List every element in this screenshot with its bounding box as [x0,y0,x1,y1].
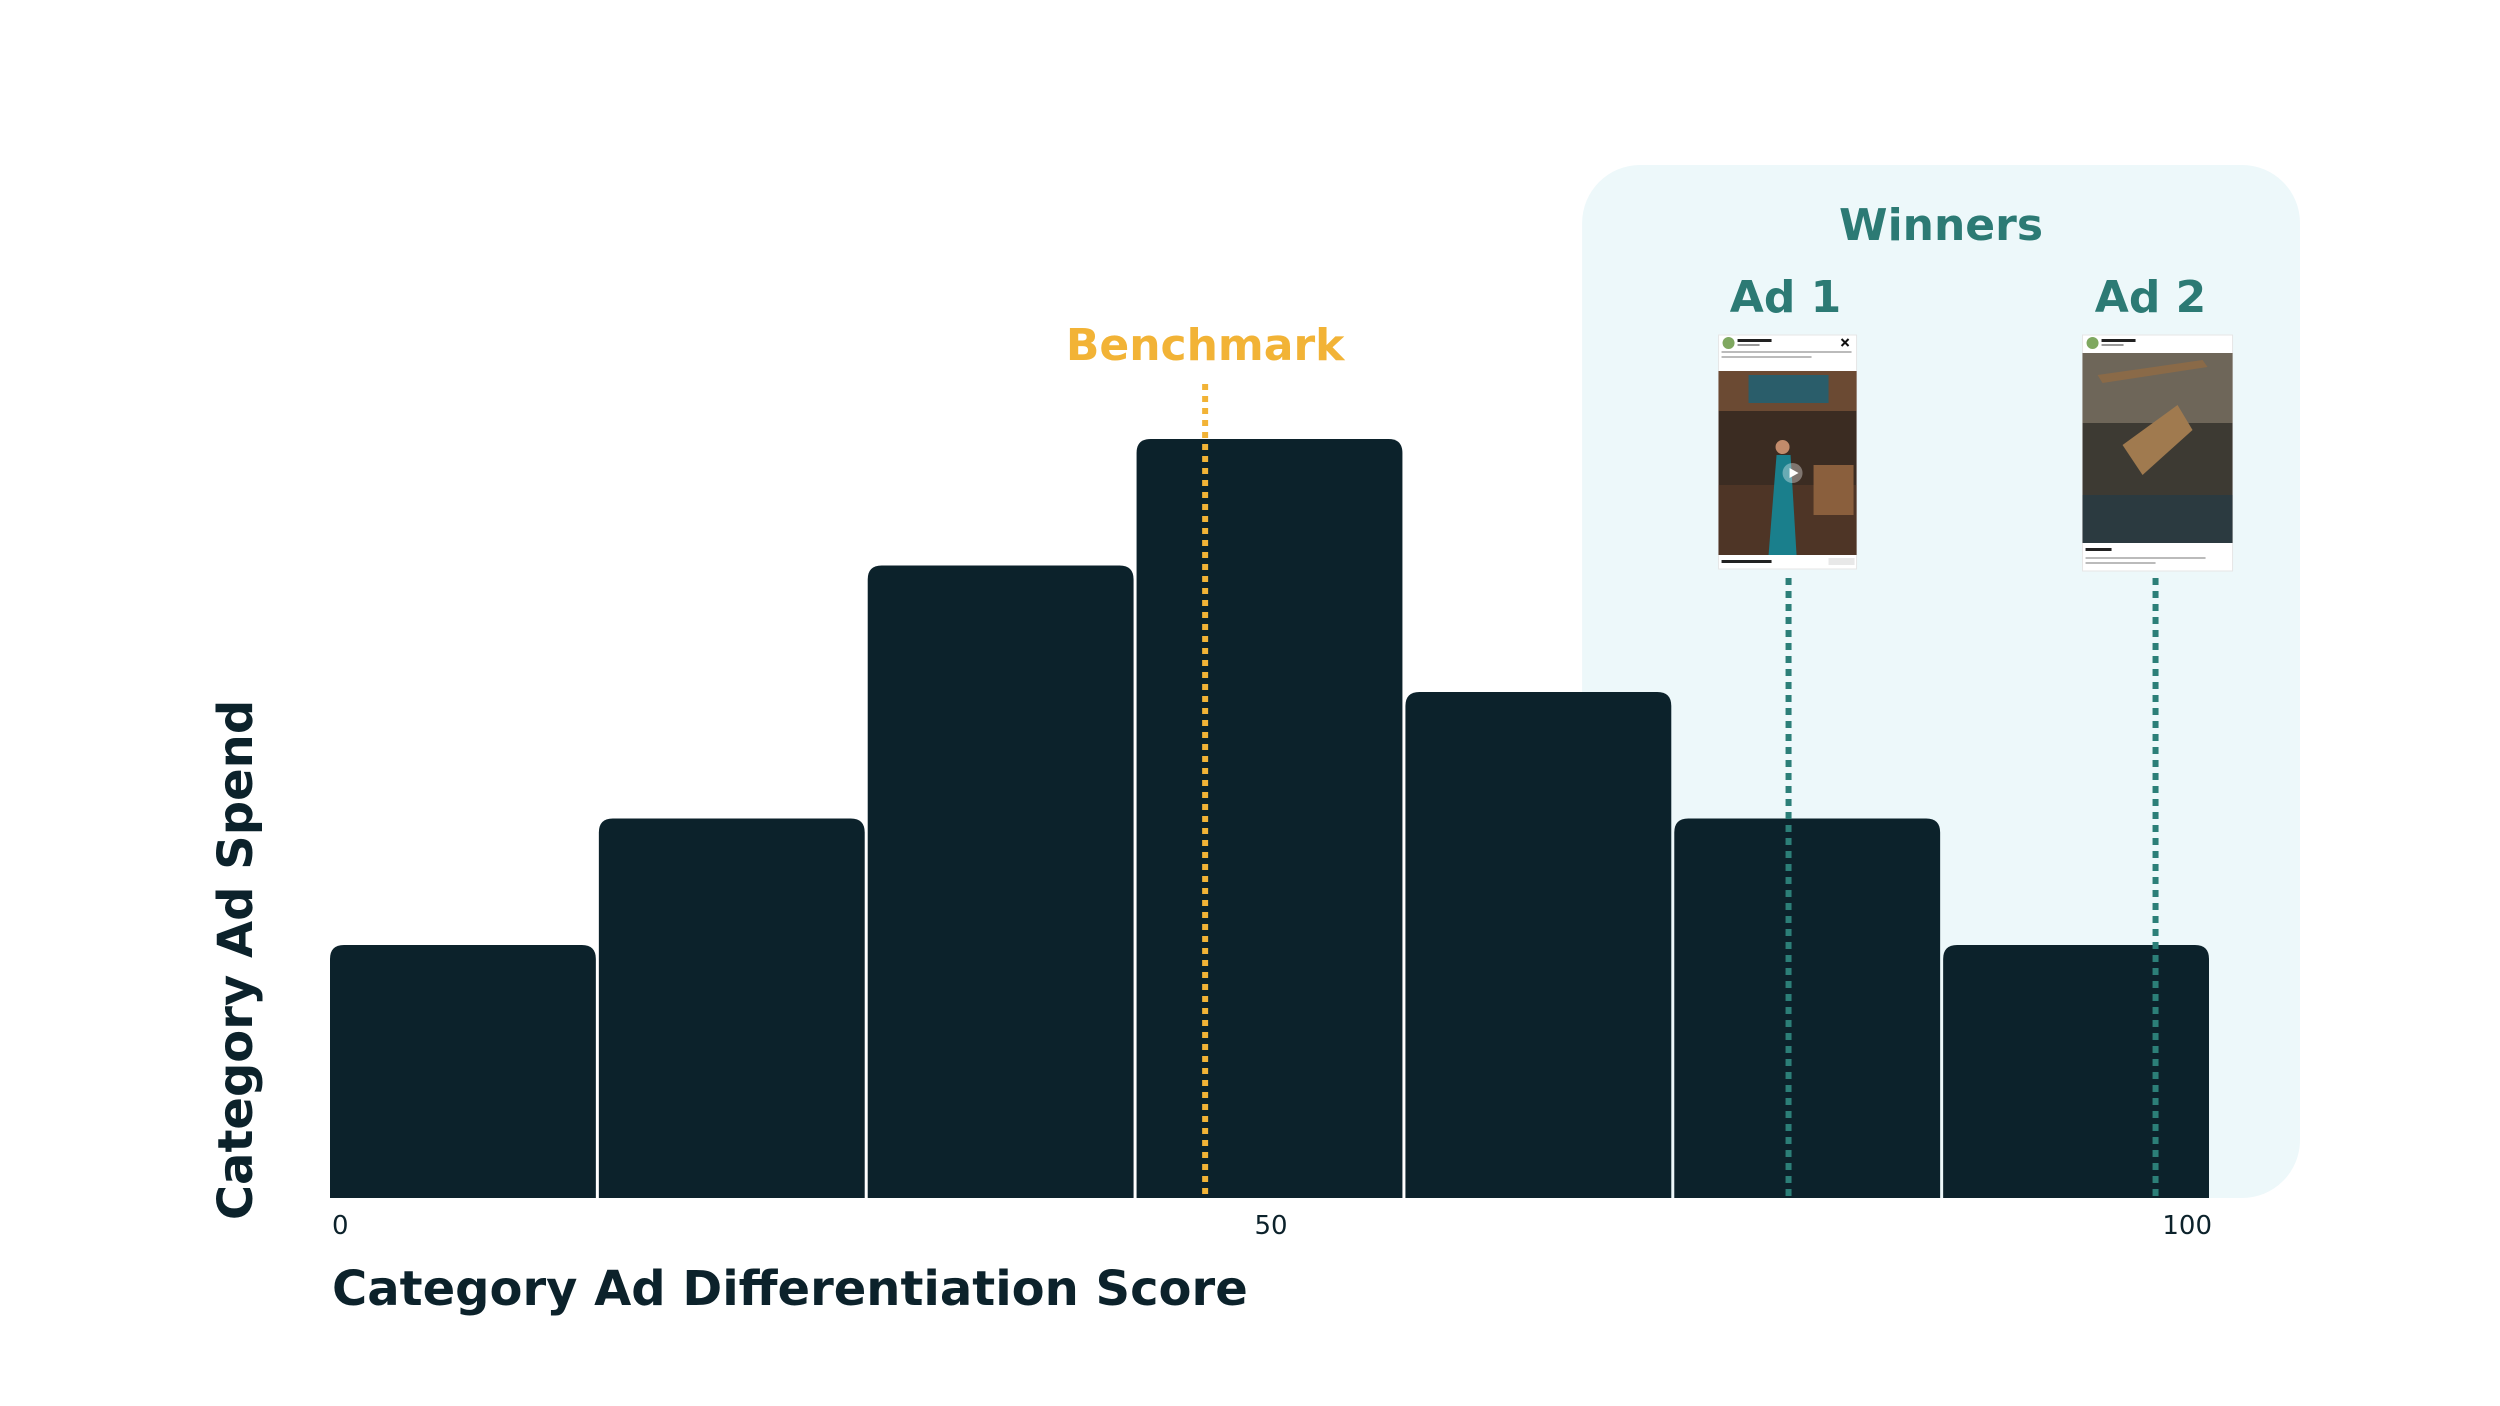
x-tick-label: 100 [2162,1211,2212,1241]
bar-2 [598,818,865,1198]
bar-3 [867,565,1134,1198]
bar-7 [1943,945,2209,1198]
x-axis-label: Category Ad Differentiation Score [332,1261,1248,1317]
close-icon[interactable] [1840,338,1850,347]
ad-1-avatar [1722,337,1735,349]
winners-label: Winners [1839,200,2043,251]
benchmark-label: Benchmark [1066,320,1346,371]
y-axis-label: Category Ad Spend [208,700,264,1220]
ad-1-label: Ad 1 [1730,272,1841,323]
ad-2-label: Ad 2 [2095,272,2206,323]
ad-2-thumbnail[interactable] [2082,334,2234,572]
bar-4 [1136,439,1403,1198]
bar-5 [1405,692,1672,1198]
bar-1 [330,945,596,1198]
bar-6 [1674,818,1941,1198]
x-tick-label: 50 [1254,1211,1287,1241]
ad-2-avatar [2086,337,2099,349]
ad-1-thumbnail[interactable] [1718,334,1858,570]
x-tick-label: 0 [332,1211,349,1241]
